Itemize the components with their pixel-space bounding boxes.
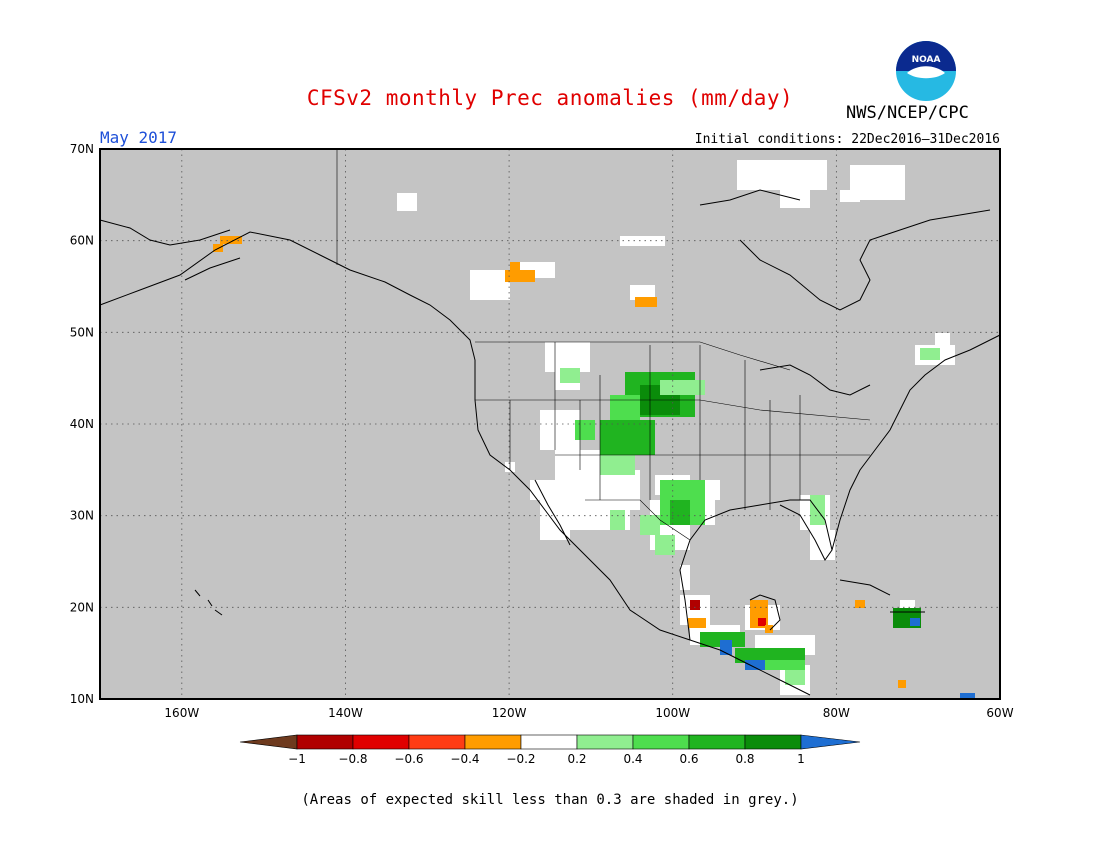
colorbar-box (632, 734, 690, 750)
political-borders (336, 150, 871, 541)
colorbar-label: −1 (288, 752, 306, 766)
lon-label: 100W (655, 706, 690, 720)
lat-label: 40N (70, 417, 94, 431)
colorbar-low-arrow (239, 734, 298, 750)
initial-conditions: Initial conditions: 22Dec2016–31Dec2016 (694, 132, 1000, 147)
colorbar-box (352, 734, 410, 750)
central-canada-orange (635, 297, 657, 307)
agency-label: NWS/NCEP/CPC (846, 103, 969, 123)
lat-label: 60N (70, 234, 94, 248)
colorbar-box (464, 734, 522, 750)
colorbar-box (408, 734, 466, 750)
lon-label: 80W (823, 706, 850, 720)
latitude-labels: 70N 60N 50N 40N 30N 20N 10N (70, 142, 94, 706)
colorbar-label: −0.8 (338, 752, 367, 766)
colorbar-box (688, 734, 746, 750)
colorbar-label: 0.8 (735, 752, 754, 766)
lat-label: 50N (70, 325, 94, 339)
colorbar-label: −0.2 (506, 752, 535, 766)
lat-label: 30N (70, 509, 94, 523)
colorbar-box (744, 734, 802, 750)
colorbar-label: 0.4 (623, 752, 642, 766)
logo-text: NOAA (912, 55, 941, 65)
noaa-logo-icon: NOAA (896, 41, 956, 101)
map-frame (99, 148, 1001, 700)
alaska-orange (220, 236, 242, 244)
longitude-labels: 160W 140W 120W 100W 80W 60W (164, 706, 1013, 720)
coastlines (99, 189, 1001, 696)
lon-label: 120W (492, 706, 527, 720)
lat-label: 70N (70, 142, 94, 156)
map-title: CFSv2 monthly Prec anomalies (mm/day) (306, 86, 794, 110)
colorbar-label: 1 (797, 752, 805, 766)
lon-label: 60W (986, 706, 1013, 720)
colorbar-high-arrow (800, 734, 861, 750)
colorbar-label: −0.4 (450, 752, 479, 766)
lon-label: 140W (328, 706, 363, 720)
gridlines (100, 149, 1000, 699)
colorbar-box (520, 734, 578, 750)
lon-label: 160W (164, 706, 199, 720)
colorbar-label: 0.2 (567, 752, 586, 766)
colorbar-box (296, 734, 354, 750)
colorbar: −1 −0.8 −0.6 −0.4 −0.2 0.2 0.4 0.6 0.8 1 (239, 734, 861, 766)
footnote: (Areas of expected skill less than 0.3 a… (301, 792, 799, 808)
valid-month: May 2017 (100, 128, 178, 147)
colorbar-box (576, 734, 634, 750)
nw-canada-orange (505, 270, 535, 282)
lat-label: 20N (70, 600, 94, 614)
colorbar-label: −0.6 (394, 752, 423, 766)
central-america-green (700, 632, 745, 647)
colorbar-label: 0.6 (679, 752, 698, 766)
lat-label: 10N (70, 692, 94, 706)
